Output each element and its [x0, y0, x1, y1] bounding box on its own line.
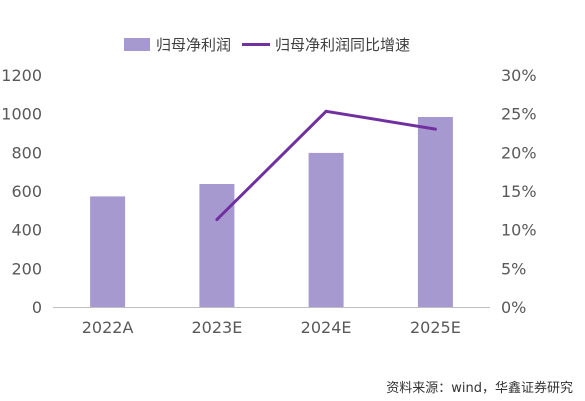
right-axis-ticks: 0% 5% 10% 15% 20% 25% 30%: [501, 66, 537, 317]
growth-point-2023E: [215, 218, 219, 222]
left-tick-0: 0: [32, 298, 42, 317]
growth-point-2024E: [324, 109, 328, 113]
legend-bar-label: 归母净利润: [156, 36, 231, 54]
bars: [90, 117, 453, 307]
bar-2025E: [417, 117, 453, 307]
bar-2024E: [308, 152, 344, 307]
left-tick-600: 600: [11, 182, 42, 201]
source-note: 资料来源：wind，华鑫证券研究: [386, 381, 573, 396]
x-tick-2024E: 2024E: [301, 318, 352, 337]
growth-line-series: [215, 109, 437, 222]
x-tick-2023E: 2023E: [191, 318, 242, 337]
right-tick-15pct: 15%: [501, 182, 537, 201]
right-tick-30pct: 30%: [501, 66, 537, 85]
bar-2022A: [90, 196, 126, 307]
right-tick-10pct: 10%: [501, 221, 537, 240]
left-axis-ticks: 0 200 400 600 800 1000 1200: [1, 66, 42, 317]
left-tick-1000: 1000: [1, 105, 42, 124]
bar-2023E: [199, 184, 235, 307]
left-tick-800: 800: [11, 143, 42, 162]
legend-line-label: 归母净利润同比增速: [275, 36, 410, 54]
growth-point-2025E: [433, 127, 437, 131]
x-tick-2022A: 2022A: [82, 318, 134, 337]
x-tick-2025E: 2025E: [410, 318, 461, 337]
legend-bar-swatch: [124, 38, 150, 51]
x-axis-ticks: 2022A 2023E 2024E 2025E: [82, 318, 461, 337]
right-tick-25pct: 25%: [501, 105, 537, 124]
left-tick-200: 200: [11, 259, 42, 278]
right-tick-5pct: 5%: [501, 259, 526, 278]
left-tick-400: 400: [11, 221, 42, 240]
right-tick-20pct: 20%: [501, 143, 537, 162]
right-tick-0pct: 0%: [501, 298, 526, 317]
left-tick-1200: 1200: [1, 66, 42, 85]
legend: 归母净利润 归母净利润同比增速: [124, 36, 410, 54]
